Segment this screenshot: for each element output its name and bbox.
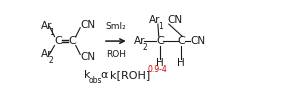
Text: C: C: [177, 36, 185, 46]
Text: Ar: Ar: [40, 21, 52, 31]
Text: k: k: [84, 70, 90, 80]
Text: CN: CN: [168, 15, 183, 25]
Text: Ar: Ar: [134, 36, 146, 46]
Text: k[ROH]: k[ROH]: [110, 70, 150, 80]
Text: H: H: [177, 58, 185, 68]
Text: 2: 2: [143, 43, 147, 51]
Text: CN: CN: [81, 20, 96, 30]
Text: obs: obs: [89, 76, 103, 85]
Text: C: C: [156, 36, 164, 46]
Text: C: C: [54, 36, 62, 46]
Text: CN: CN: [81, 52, 96, 62]
Text: C: C: [69, 36, 76, 46]
Text: H: H: [156, 58, 164, 68]
Text: ROH: ROH: [106, 50, 126, 59]
Text: Ar: Ar: [40, 49, 52, 59]
Text: Ar: Ar: [149, 15, 161, 25]
Text: α: α: [101, 70, 108, 80]
Text: 1: 1: [49, 28, 54, 37]
Text: SmI₂: SmI₂: [105, 22, 126, 31]
Text: 0.9-4: 0.9-4: [147, 65, 167, 74]
Text: 1: 1: [158, 22, 163, 31]
Text: CN: CN: [190, 36, 205, 46]
Text: 2: 2: [49, 56, 54, 65]
